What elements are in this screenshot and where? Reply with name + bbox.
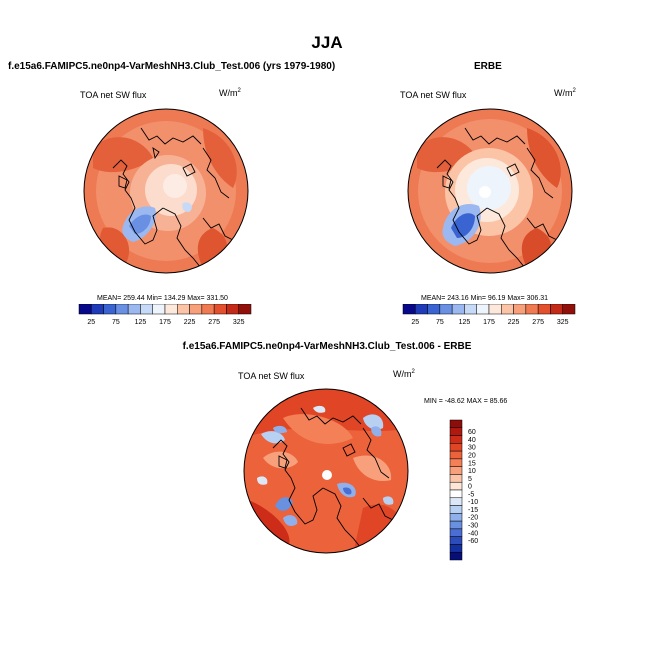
colorbar-right-swatch xyxy=(451,304,465,315)
colorbar-right-swatch xyxy=(525,304,539,315)
left-panel-title: f.e15a6.FAMIPC5.ne0np4-VarMeshNH3.Club_T… xyxy=(8,61,336,72)
colorbar-right-tick-label: 125 xyxy=(459,319,471,326)
colorbar-diff-tick-label: -30 xyxy=(468,523,478,530)
colorbar-left-swatch xyxy=(127,304,141,315)
colorbar-diff-swatch xyxy=(449,528,463,537)
colorbar-right-swatch xyxy=(513,304,527,315)
colorbar-diff-tick-label: 30 xyxy=(468,445,476,452)
right-polar-map xyxy=(407,108,573,274)
diff-panel-title: f.e15a6.FAMIPC5.ne0np4-VarMeshNH3.Club_T… xyxy=(182,341,472,352)
colorbar-diff-tick-label: 20 xyxy=(468,453,476,460)
left-polar-map xyxy=(83,108,249,274)
colorbar-right-swatch xyxy=(439,304,453,315)
right-units-label: W/m2 xyxy=(554,88,576,98)
colorbar-diff-tick-label: 10 xyxy=(468,468,476,475)
colorbar-left-swatch xyxy=(238,304,252,315)
colorbar-right-swatch xyxy=(427,304,441,315)
colorbar-diff-swatch xyxy=(449,520,463,530)
colorbar-right-swatch xyxy=(562,304,576,315)
colorbar-left-swatch xyxy=(189,304,203,315)
colorbar-right-swatch xyxy=(550,304,563,315)
colorbar-diff-swatch xyxy=(449,466,463,475)
colorbar-diff-tick-label: 0 xyxy=(468,484,472,491)
colorbar-left-swatch xyxy=(201,304,215,315)
colorbar-right-tick-label: 225 xyxy=(508,319,520,326)
colorbar-right-swatch xyxy=(537,304,551,315)
colorbar-right-tick-label: 325 xyxy=(557,319,569,326)
left-units-label: W/m2 xyxy=(219,88,241,98)
colorbar-left-tick-label: 275 xyxy=(208,319,220,326)
colorbar-left-swatch xyxy=(140,304,153,315)
colorbar-left-tick-label: 125 xyxy=(135,319,147,326)
colorbar-left-swatch xyxy=(226,304,239,315)
colorbar-diff-swatch xyxy=(449,536,463,545)
colorbar-right-tick-label: 75 xyxy=(436,319,444,326)
right-variable-label: TOA net SW flux xyxy=(400,90,467,100)
colorbar-left-tick-label: 25 xyxy=(87,319,95,326)
colorbar-diff-tick-label: 60 xyxy=(468,429,476,436)
colorbar-left-tick-label: 75 xyxy=(112,319,120,326)
colorbar-diff-swatch xyxy=(449,474,463,483)
colorbar-diff-swatch xyxy=(449,544,463,553)
right-panel-title: ERBE xyxy=(474,61,502,72)
diff-variable-label: TOA net SW flux xyxy=(238,371,305,381)
page-title: JJA xyxy=(311,33,343,52)
colorbar-diff-swatch xyxy=(449,419,463,429)
left-stats: MEAN= 259.44 Min= 134.29 Max= 331.50 xyxy=(97,295,228,302)
colorbar-left-swatch xyxy=(213,304,227,315)
right-colorbar: 2575125175225275325375 xyxy=(402,304,576,326)
colorbar-diff-tick-label: -60 xyxy=(468,538,478,545)
diff-units-label: W/m2 xyxy=(393,369,415,379)
colorbar-left-swatch xyxy=(177,304,190,315)
colorbar-right-swatch xyxy=(488,304,502,315)
colorbar-right-swatch xyxy=(464,304,477,315)
right-stats: MEAN= 243.16 Min= 96.19 Max= 306.31 xyxy=(421,295,549,302)
colorbar-diff-tick-label: -10 xyxy=(468,499,478,506)
colorbar-diff-tick-label: 15 xyxy=(468,460,476,467)
left-colorbar: 2575125175225275325375 xyxy=(78,304,252,326)
colorbar-diff-tick-label: -15 xyxy=(468,507,478,514)
colorbar-diff-tick-label: 40 xyxy=(468,437,476,444)
colorbar-left-swatch xyxy=(115,304,129,315)
colorbar-diff-swatch xyxy=(449,450,463,460)
colorbar-right-tick-label: 275 xyxy=(532,319,544,326)
colorbar-diff-swatch xyxy=(449,505,463,514)
colorbar-right-tick-label: 25 xyxy=(411,319,419,326)
colorbar-diff-swatch xyxy=(449,551,463,561)
colorbar-left-swatch xyxy=(78,304,92,315)
colorbar-left-swatch xyxy=(164,304,178,315)
colorbar-diff-swatch xyxy=(449,443,463,452)
colorbar-left-swatch xyxy=(152,304,166,315)
left-variable-label: TOA net SW flux xyxy=(80,90,147,100)
colorbar-diff-swatch xyxy=(449,489,463,499)
colorbar-diff-tick-label: -40 xyxy=(468,530,478,537)
colorbar-left-swatch xyxy=(103,304,117,315)
colorbar-right-tick-label: 175 xyxy=(483,319,495,326)
colorbar-right-swatch xyxy=(415,304,428,315)
colorbar-diff-swatch xyxy=(449,435,463,444)
colorbar-right-swatch xyxy=(476,304,490,315)
colorbar-diff-swatch xyxy=(449,458,463,467)
colorbar-right-swatch xyxy=(402,304,416,315)
colorbar-left-swatch xyxy=(91,304,104,315)
colorbar-diff-swatch xyxy=(449,427,463,436)
colorbar-left-tick-label: 175 xyxy=(159,319,171,326)
colorbar-diff-swatch xyxy=(449,481,463,491)
colorbar-diff-swatch xyxy=(449,497,463,506)
diff-polar-map xyxy=(243,388,409,554)
colorbar-right-swatch xyxy=(501,304,514,315)
colorbar-diff-tick-label: -5 xyxy=(468,491,474,498)
colorbar-diff-swatch xyxy=(449,513,463,522)
colorbar-diff-tick-label: 5 xyxy=(468,476,472,483)
colorbar-diff-tick-label: -20 xyxy=(468,515,478,522)
diff-stats: MIN = -48.62 MAX = 85.66 xyxy=(424,398,508,405)
colorbar-left-tick-label: 225 xyxy=(184,319,196,326)
colorbar-left-tick-label: 325 xyxy=(233,319,245,326)
